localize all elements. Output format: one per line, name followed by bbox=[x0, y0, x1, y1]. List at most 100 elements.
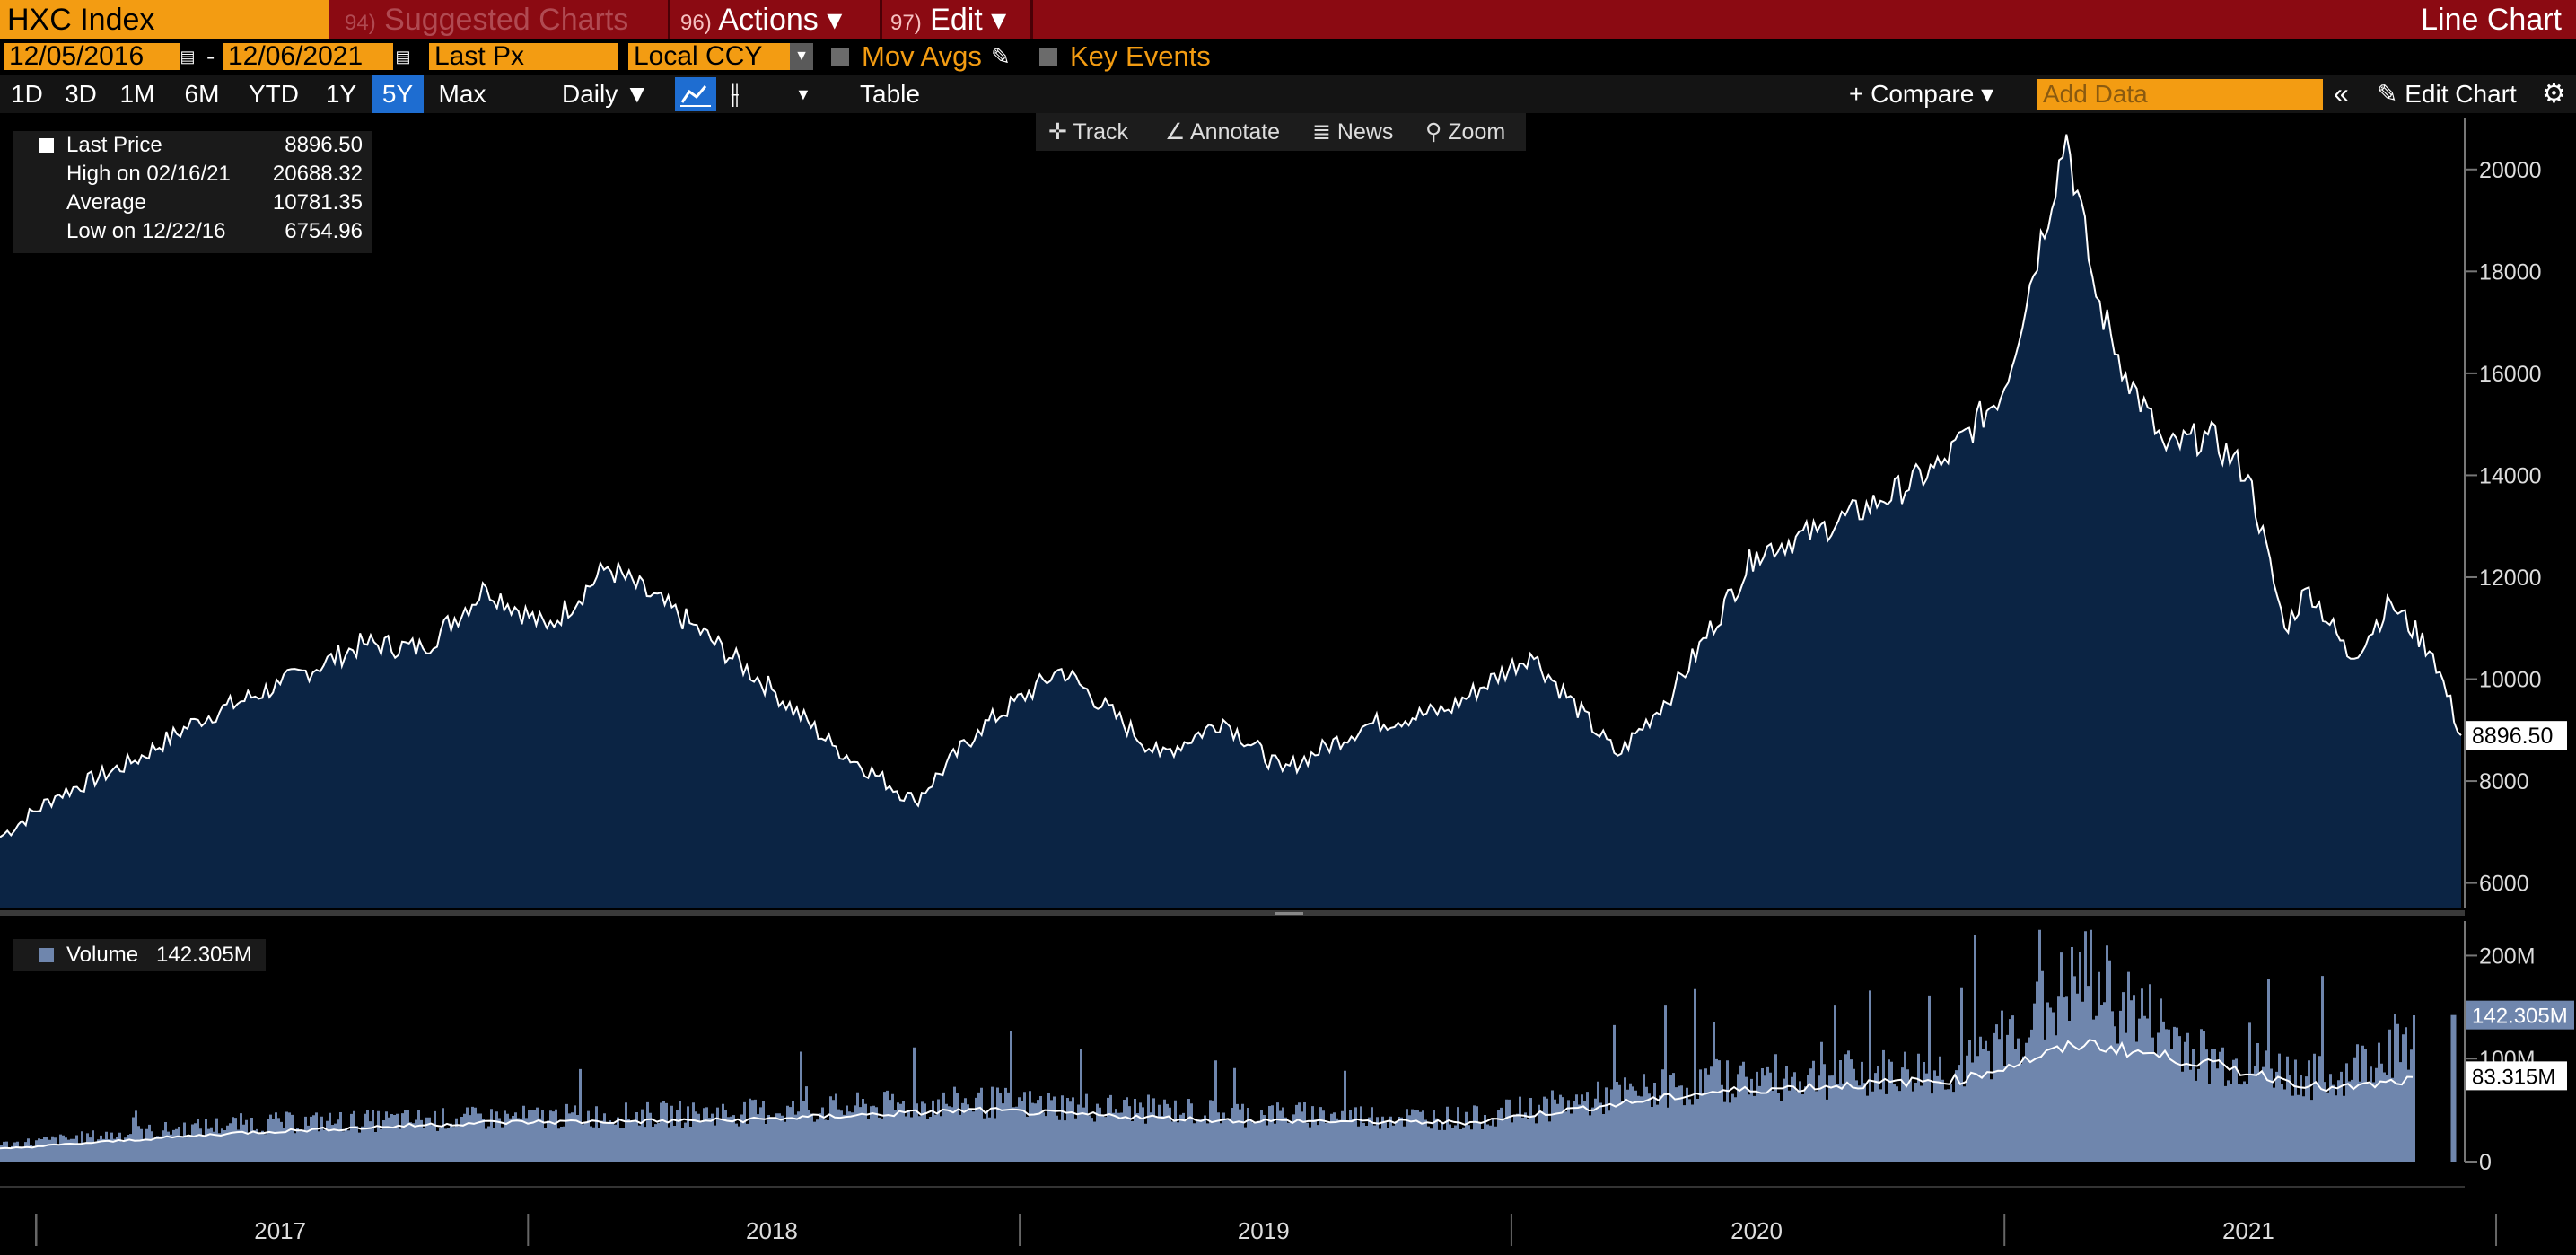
header-bar bbox=[0, 0, 2576, 39]
collapse-icon[interactable]: « bbox=[2334, 79, 2349, 109]
volume-axis-label: 200M bbox=[2479, 943, 2536, 969]
price-axis-label: 14000 bbox=[2479, 463, 2542, 488]
zoom-label: Zoom bbox=[1448, 119, 1506, 145]
year-label: 2021 bbox=[2222, 1217, 2274, 1244]
volume-legend: Volume 142.305M bbox=[13, 939, 266, 971]
volume-average-tag-bg bbox=[2466, 1061, 2567, 1091]
news-icon: ≣ bbox=[1312, 119, 1331, 145]
price-area bbox=[0, 134, 2461, 908]
year-label: 2018 bbox=[746, 1217, 798, 1244]
volume-label: Volume bbox=[66, 943, 139, 967]
last-price-tag-bg bbox=[2466, 721, 2567, 750]
price-axis-label: 18000 bbox=[2479, 259, 2542, 285]
end-date-field[interactable]: 12/06/2021 bbox=[223, 43, 393, 70]
gear-icon[interactable]: ⚙ bbox=[2542, 79, 2566, 109]
edit-chart-button[interactable]: ✎ Edit Chart bbox=[2377, 75, 2517, 113]
magnifier-icon: ⚲ bbox=[1425, 119, 1442, 145]
edit-menu[interactable]: 97) Edit ▾ bbox=[890, 0, 1006, 39]
suggested-num: 94) bbox=[345, 11, 376, 35]
pane-resize-handle bbox=[1275, 912, 1303, 915]
actions-menu[interactable]: 96) Actions ▾ bbox=[680, 0, 842, 39]
edit-chart-label: Edit Chart bbox=[2405, 80, 2517, 108]
chevron-down-icon[interactable]: ▼ bbox=[795, 85, 811, 103]
price-legend: Last Price 8896.50 High on 02/16/21 2068… bbox=[13, 131, 372, 253]
header-separator bbox=[1030, 0, 1033, 39]
news-label: News bbox=[1336, 119, 1394, 145]
annotate-label: Annotate bbox=[1190, 119, 1281, 145]
high-label: High on 02/16/21 bbox=[66, 162, 231, 186]
line-chart-icon-svg bbox=[680, 85, 711, 107]
key-events-label[interactable]: Key Events bbox=[1070, 40, 1211, 72]
price-axis-label: 20000 bbox=[2479, 158, 2542, 183]
average-value: 10781.35 bbox=[272, 190, 363, 215]
low-label: Low on 12/22/16 bbox=[66, 219, 226, 243]
year-label: 2019 bbox=[1238, 1217, 1290, 1244]
average-label: Average bbox=[66, 190, 146, 215]
calendar-icon[interactable]: ▤ bbox=[395, 45, 411, 68]
header-separator bbox=[668, 0, 670, 39]
price-axis-label: 16000 bbox=[2479, 362, 2542, 387]
currency-select[interactable]: Local CCY bbox=[628, 43, 790, 70]
range-1d[interactable]: 1D bbox=[11, 80, 43, 108]
price-axis-label: 10000 bbox=[2479, 668, 2542, 693]
volume-value: 142.305M bbox=[156, 943, 252, 967]
volume-axis-label: 0 bbox=[2479, 1150, 2492, 1175]
ticker-field[interactable]: HXC Index bbox=[0, 0, 329, 39]
zoom-tool[interactable]: ⚲ Zoom bbox=[1425, 113, 1505, 151]
calendar-icon[interactable]: ▤ bbox=[180, 45, 196, 68]
high-value: 20688.32 bbox=[272, 162, 363, 186]
actions-label: Actions ▾ bbox=[718, 3, 843, 37]
suggested-charts-button[interactable]: 94) Suggested Charts bbox=[345, 0, 628, 39]
table-button[interactable]: Table bbox=[860, 80, 920, 108]
edit-num: 97) bbox=[890, 11, 922, 35]
price-line bbox=[0, 134, 2462, 838]
pencil-icon: ✎ bbox=[2377, 80, 2398, 108]
pane-divider bbox=[0, 910, 2465, 916]
volume-bars bbox=[0, 929, 2415, 1162]
track-tool[interactable]: ✛ Track bbox=[1048, 113, 1128, 151]
volume-swatch bbox=[39, 948, 54, 962]
pen-icon: ∠ bbox=[1165, 119, 1186, 145]
start-date-field[interactable]: 12/05/2016 bbox=[4, 43, 180, 70]
range-3d[interactable]: 3D bbox=[65, 80, 97, 108]
add-data-input[interactable]: Add Data bbox=[2037, 79, 2323, 110]
price-axis-label: 6000 bbox=[2479, 872, 2529, 897]
compare-button[interactable]: + Compare ▾ bbox=[1849, 80, 1994, 108]
volume-tag-bg bbox=[2466, 1000, 2574, 1030]
volume-average-tag: 83.315M bbox=[2472, 1065, 2555, 1089]
pencil-icon[interactable]: ✎ bbox=[991, 43, 1011, 70]
line-chart-icon[interactable] bbox=[675, 77, 716, 111]
price-axis-label: 12000 bbox=[2479, 566, 2542, 591]
suggested-label: Suggested Charts bbox=[384, 3, 629, 37]
mov-avgs-checkbox[interactable] bbox=[831, 48, 849, 66]
range-5y[interactable]: 5Y bbox=[372, 75, 424, 113]
chart-type-label: Line Chart bbox=[2421, 3, 2562, 37]
volume-average-line bbox=[0, 1039, 2414, 1150]
last-price-swatch bbox=[39, 138, 54, 153]
date-dash: - bbox=[206, 42, 215, 70]
year-label: 2017 bbox=[254, 1217, 306, 1244]
range-1m[interactable]: 1M bbox=[119, 80, 155, 108]
price-field-select[interactable]: Last Px bbox=[429, 43, 618, 70]
price-axis-label: 8000 bbox=[2479, 769, 2529, 794]
actions-num: 96) bbox=[680, 11, 712, 35]
edit-label: Edit ▾ bbox=[930, 3, 1007, 37]
low-value: 6754.96 bbox=[285, 219, 363, 243]
range-ytd[interactable]: YTD bbox=[249, 80, 299, 108]
annotate-tool[interactable]: ∠ Annotate bbox=[1165, 113, 1280, 151]
range-6m[interactable]: 6M bbox=[184, 80, 220, 108]
bar-chart-icon[interactable]: ⫲ bbox=[731, 79, 740, 109]
key-events-checkbox[interactable] bbox=[1039, 48, 1057, 66]
track-label: Track bbox=[1073, 119, 1129, 145]
periodicity-select[interactable]: Daily ▼ bbox=[562, 80, 650, 108]
last-price-label: Last Price bbox=[66, 133, 162, 157]
last-price-value: 8896.50 bbox=[285, 133, 363, 157]
last-price-tag: 8896.50 bbox=[2472, 724, 2553, 749]
range-max[interactable]: Max bbox=[438, 80, 486, 108]
chevron-down-icon[interactable]: ▼ bbox=[790, 43, 813, 70]
news-tool[interactable]: ≣ News bbox=[1312, 113, 1393, 151]
range-1y[interactable]: 1Y bbox=[325, 80, 357, 108]
chart-tools bbox=[1036, 113, 1526, 151]
mov-avgs-label[interactable]: Mov Avgs bbox=[862, 40, 982, 72]
